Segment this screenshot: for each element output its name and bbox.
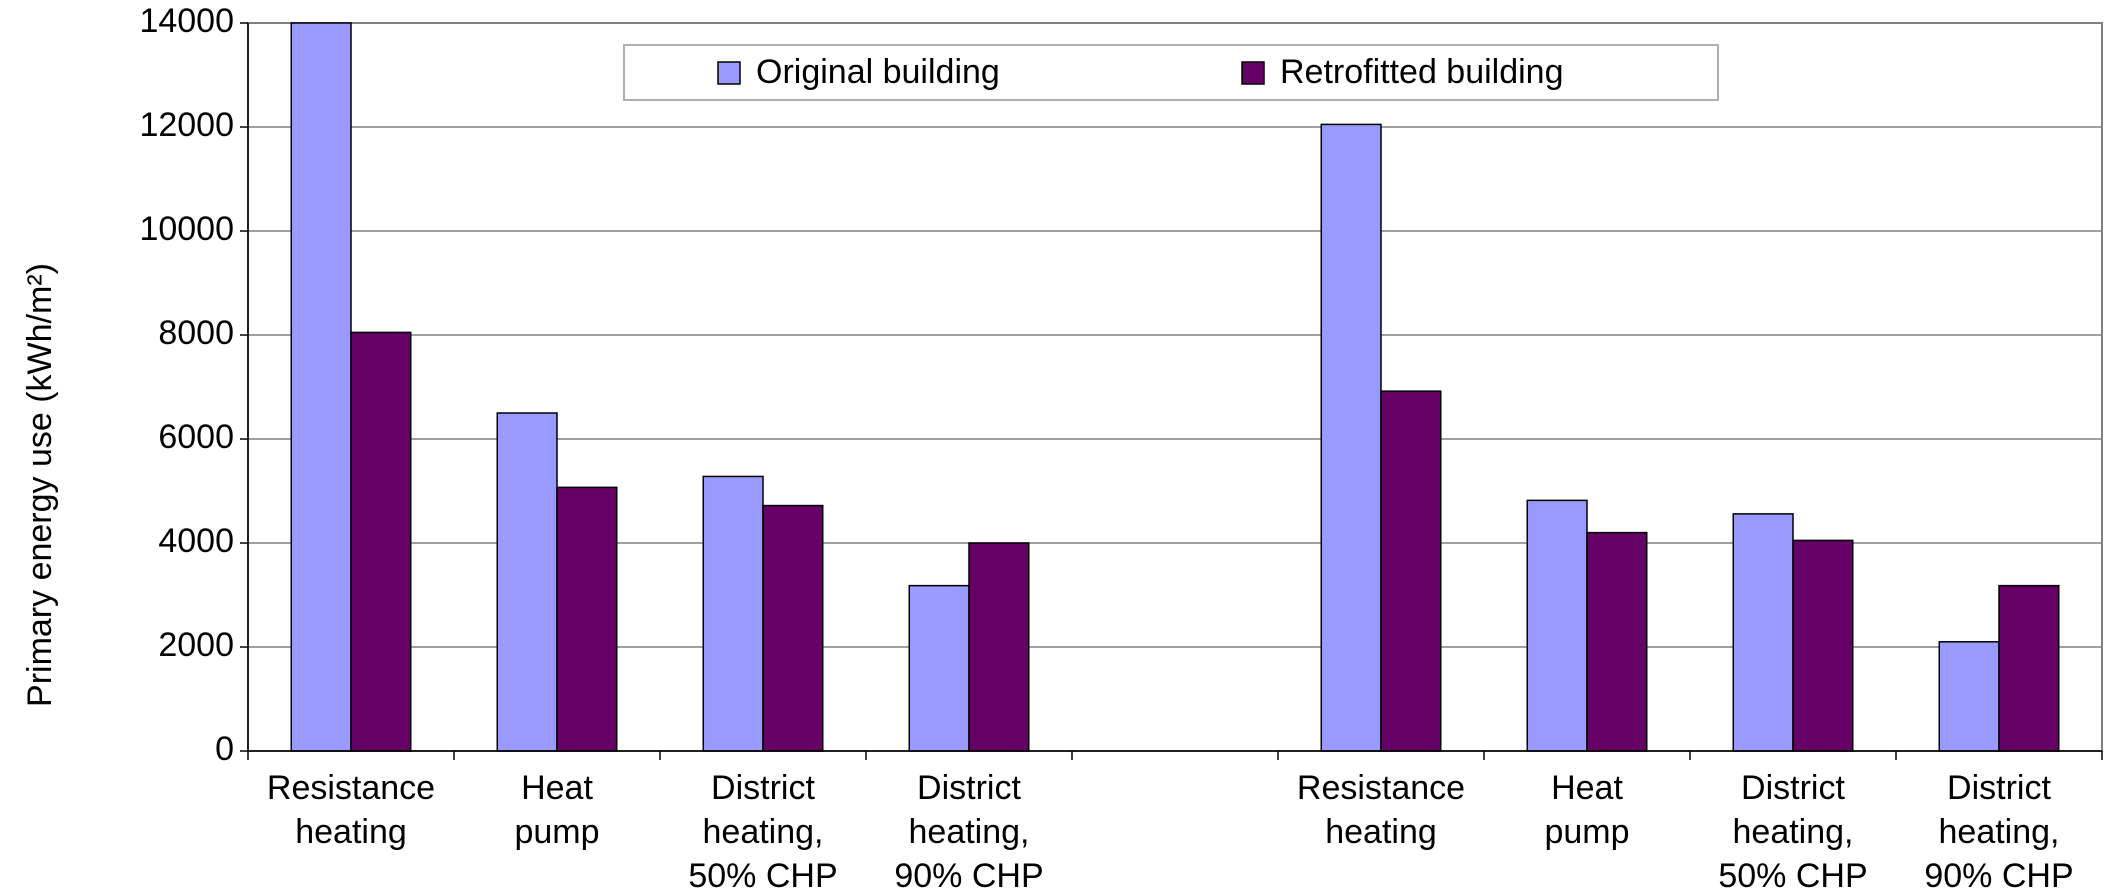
x-tick-label: Heat pump <box>514 769 599 851</box>
x-tick-label: District heating, 50% CHP <box>1718 769 1867 895</box>
bar <box>1792 539 1854 752</box>
y-tick-label: 14000 <box>139 2 234 40</box>
bar <box>1526 499 1588 752</box>
bar <box>908 584 970 752</box>
y-axis-label: Primary energy use (kWh/m²) <box>21 263 59 707</box>
bar <box>1320 123 1382 752</box>
y-tick-label: 4000 <box>158 522 234 560</box>
bar <box>1732 513 1794 752</box>
x-tick-label: District heating, 90% CHP <box>894 769 1043 895</box>
bar <box>1938 641 2000 752</box>
legend-label: Retrofitted building <box>1280 53 1564 91</box>
bar <box>496 412 558 752</box>
x-tick-label: Resistance heating <box>267 769 435 851</box>
y-tick-label: 8000 <box>158 314 234 352</box>
x-tick-label: District heating, 50% CHP <box>688 769 837 895</box>
bar <box>968 542 1030 752</box>
bar <box>1380 390 1442 752</box>
legend-box <box>623 44 1719 101</box>
legend-swatch <box>1241 61 1265 85</box>
bar <box>1998 584 2060 752</box>
legend-swatch <box>717 61 741 85</box>
bar <box>556 486 618 752</box>
legend-label: Original building <box>756 53 1000 91</box>
bar <box>762 504 824 752</box>
bar <box>350 331 412 752</box>
y-tick-label: 6000 <box>158 418 234 456</box>
y-tick-label: 12000 <box>139 106 234 144</box>
bar <box>1586 531 1648 752</box>
x-tick-label: Resistance heating <box>1297 769 1465 851</box>
y-tick-label: 10000 <box>139 210 234 248</box>
bar <box>702 475 764 752</box>
y-tick-label: 2000 <box>158 626 234 664</box>
x-tick-label: District heating, 90% CHP <box>1924 769 2073 895</box>
x-tick-label: Heat pump <box>1544 769 1629 851</box>
y-tick-label: 0 <box>215 730 234 768</box>
bar <box>290 22 352 752</box>
